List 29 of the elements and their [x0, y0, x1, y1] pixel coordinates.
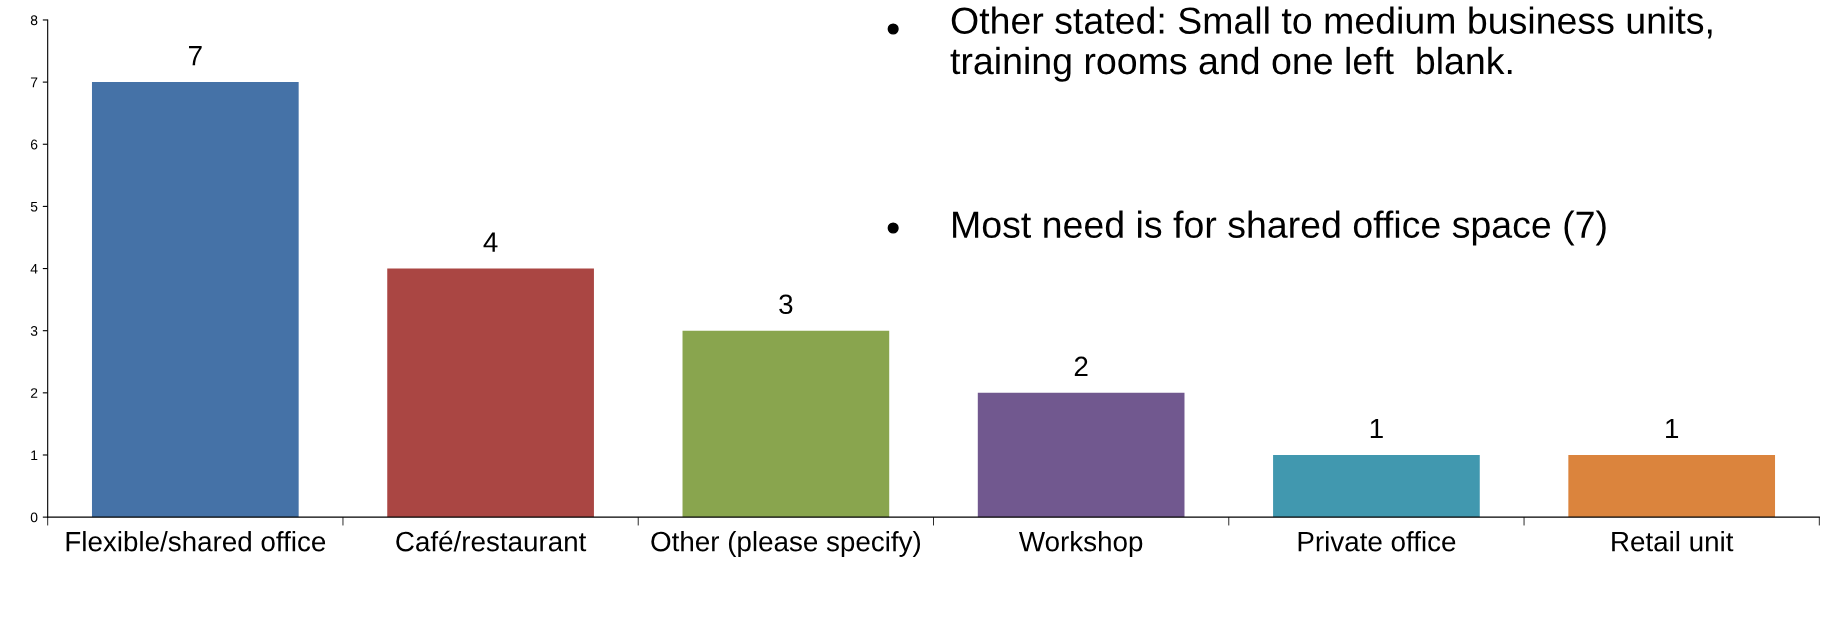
y-tick-label: 3	[30, 326, 38, 336]
bar	[387, 268, 594, 518]
y-tick-label: 4	[30, 264, 38, 274]
x-tick-label: Other (please specify)	[651, 531, 921, 557]
bar	[1273, 454, 1480, 518]
bar	[91, 82, 299, 518]
x-tick-label: Flexible/shared office	[66, 531, 326, 552]
bar	[977, 392, 1185, 518]
bar	[682, 330, 890, 518]
y-tick-label: 6	[30, 139, 38, 150]
y-tick-label: 0	[30, 512, 38, 523]
y-tick-label: 8	[30, 15, 38, 26]
data-label: 4	[483, 232, 498, 252]
y-tick-label: 7	[30, 77, 38, 88]
data-label: 1	[1370, 419, 1383, 439]
y-tick-label: 1	[31, 450, 38, 461]
bar	[1568, 454, 1776, 518]
annotation: Other stated: Small to medium business units, training rooms and one left blank.	[950, 6, 1712, 82]
annotation: Most need is for shared office space (7)	[953, 210, 1606, 246]
y-tick-label: 2	[30, 388, 38, 398]
y-tick-label: 5	[30, 201, 38, 212]
data-label: 3	[779, 294, 793, 315]
x-tick-label: Private office	[1298, 531, 1456, 552]
x-tick-label: Café/restaurant	[396, 530, 587, 552]
data-label: 2	[1074, 356, 1088, 376]
x-tick-label: Retail unit	[1612, 531, 1734, 552]
data-label: 7	[189, 46, 202, 66]
x-tick-label: Workshop	[1018, 531, 1143, 557]
data-label: 1	[1666, 419, 1679, 439]
